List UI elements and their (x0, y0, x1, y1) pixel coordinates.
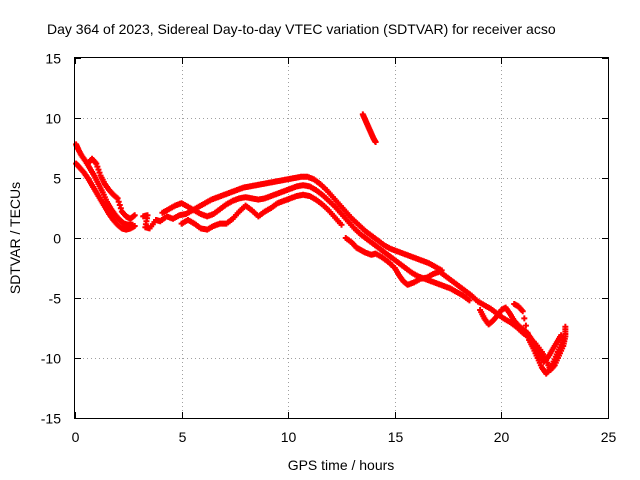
data-point (562, 323, 569, 330)
data-point-interp (521, 315, 528, 322)
data-point (131, 223, 138, 229)
series-track-b (73, 160, 138, 233)
y-tick-label: 10 (45, 111, 61, 127)
y-axis-label: SDTVAR / TECUs (7, 182, 23, 294)
plot-frame (74, 57, 609, 419)
series-track-d (140, 173, 445, 274)
data-point-interp (522, 322, 529, 329)
y-tick-label: 0 (53, 231, 61, 247)
series-track-j (359, 111, 379, 145)
x-tick-label: 0 (72, 429, 80, 445)
x-tick-label: 5 (179, 429, 187, 445)
data-point (558, 332, 565, 339)
series-track-i (511, 301, 567, 377)
data-point-interp (115, 198, 122, 205)
y-tick-label: 5 (53, 171, 61, 187)
y-tick-label: -5 (49, 291, 62, 307)
axis-ticks: 0 5 10 15 20 25 -15 -10 -5 0 5 10 15 (41, 51, 617, 446)
grid (75, 58, 608, 418)
data-point (131, 212, 138, 219)
y-tick-label: -10 (41, 351, 61, 367)
data-point-interp (524, 329, 531, 336)
x-axis-label: GPS time / hours (288, 457, 395, 473)
data-point (372, 139, 379, 145)
x-tick-label: 20 (494, 429, 510, 445)
x-tick-label: 25 (601, 429, 617, 445)
x-tick-label: 15 (388, 429, 404, 445)
data-point (338, 221, 345, 228)
series-track-f (178, 191, 345, 233)
y-tick-label: -15 (41, 411, 61, 427)
x-tick-label: 10 (281, 429, 297, 445)
data-point (114, 195, 121, 202)
data-point (560, 337, 567, 343)
series-track-c (84, 155, 138, 222)
data-marks (73, 111, 569, 377)
data-point-interp (117, 205, 124, 212)
data-point (466, 297, 473, 304)
data-point-interp (116, 202, 123, 208)
series-track-a (73, 141, 136, 228)
chart-title: Day 364 of 2023, Sidereal Day-to-day VTE… (47, 21, 556, 37)
data-point (519, 308, 526, 315)
y-tick-label: 15 (45, 51, 61, 67)
series-track-h (477, 304, 565, 365)
